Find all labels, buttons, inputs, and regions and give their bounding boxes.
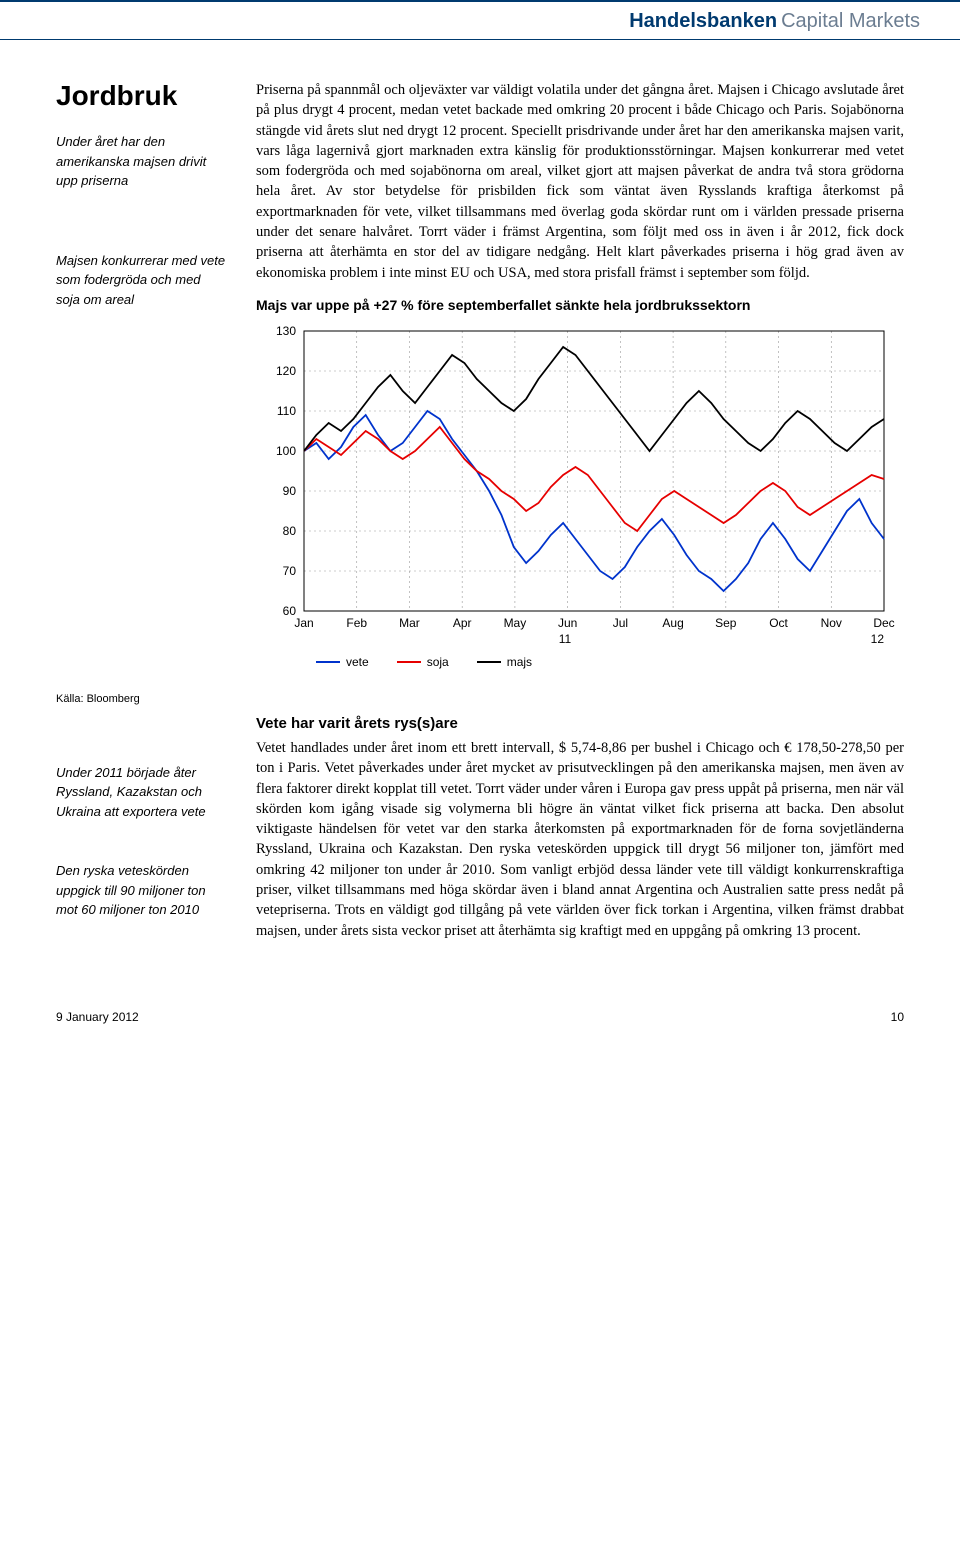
legend-swatch	[477, 661, 501, 663]
legend-item: vete	[316, 655, 369, 669]
line-chart: 60708090100110120130JanFebMarAprMayJunJu…	[256, 321, 904, 669]
brand-name: Handelsbanken	[629, 10, 777, 32]
svg-text:Nov: Nov	[821, 616, 842, 630]
svg-text:May: May	[504, 616, 527, 630]
svg-text:Dec: Dec	[873, 616, 894, 630]
legend-label: majs	[507, 655, 532, 669]
legend-label: vete	[346, 655, 369, 669]
page-title: Jordbruk	[56, 80, 226, 112]
svg-text:11: 11	[559, 632, 572, 646]
legend-item: soja	[397, 655, 449, 669]
footer-page: 10	[891, 1010, 904, 1024]
svg-text:120: 120	[276, 364, 296, 378]
section-2: Källa: Bloomberg Under 2011 började åter…	[56, 685, 904, 960]
footer-date: 9 January 2012	[56, 1010, 139, 1024]
legend-item: majs	[477, 655, 532, 669]
svg-text:Apr: Apr	[453, 616, 472, 630]
svg-text:Aug: Aug	[662, 616, 683, 630]
svg-text:80: 80	[283, 524, 297, 538]
svg-text:110: 110	[277, 404, 296, 418]
svg-text:Oct: Oct	[769, 616, 788, 630]
main-col-2: Vete har varit årets rys(s)are Vetet han…	[256, 685, 904, 960]
brand-sub: Capital Markets	[781, 10, 920, 32]
chart-svg: 60708090100110120130JanFebMarAprMayJunJu…	[256, 321, 896, 651]
paragraph-2: Vetet handlades under året inom ett bret…	[256, 738, 904, 941]
svg-text:Sep: Sep	[715, 616, 737, 630]
svg-text:130: 130	[276, 324, 296, 338]
main-col-1: Priserna på spannmål och oljeväxter var …	[256, 80, 904, 675]
svg-text:Jan: Jan	[294, 616, 313, 630]
chart-title: Majs var uppe på +27 % före septemberfal…	[256, 297, 904, 313]
header: Handelsbanken Capital Markets	[0, 0, 960, 40]
margin-note-2: Majsen konkurrerar med vete som fodergrö…	[56, 251, 226, 310]
svg-text:Jul: Jul	[613, 616, 628, 630]
legend-swatch	[316, 661, 340, 663]
margin-note-3: Under 2011 började åter Ryssland, Kazaks…	[56, 763, 226, 822]
svg-text:Jun: Jun	[558, 616, 577, 630]
section-1: Jordbruk Under året har den amerikanska …	[56, 80, 904, 675]
svg-text:12: 12	[871, 632, 885, 646]
svg-text:90: 90	[283, 484, 297, 498]
svg-text:Feb: Feb	[346, 616, 367, 630]
svg-text:100: 100	[276, 444, 296, 458]
subheading: Vete har varit årets rys(s)are	[256, 715, 904, 732]
svg-text:70: 70	[283, 564, 297, 578]
legend-swatch	[397, 661, 421, 663]
chart-legend: vete soja majs	[256, 655, 904, 669]
svg-text:Mar: Mar	[399, 616, 420, 630]
paragraph-1: Priserna på spannmål och oljeväxter var …	[256, 80, 904, 283]
margin-note-1: Under året har den amerikanska majsen dr…	[56, 132, 226, 191]
page-body: Jordbruk Under året har den amerikanska …	[0, 40, 960, 980]
chart-source: Källa: Bloomberg	[56, 693, 226, 705]
margin-note-4: Den ryska veteskörden uppgick till 90 mi…	[56, 861, 226, 920]
legend-label: soja	[427, 655, 449, 669]
sidebar-left: Jordbruk Under året har den amerikanska …	[56, 80, 226, 675]
sidebar-left-2: Källa: Bloomberg Under 2011 började åter…	[56, 685, 226, 960]
footer: 9 January 2012 10	[0, 980, 960, 1044]
